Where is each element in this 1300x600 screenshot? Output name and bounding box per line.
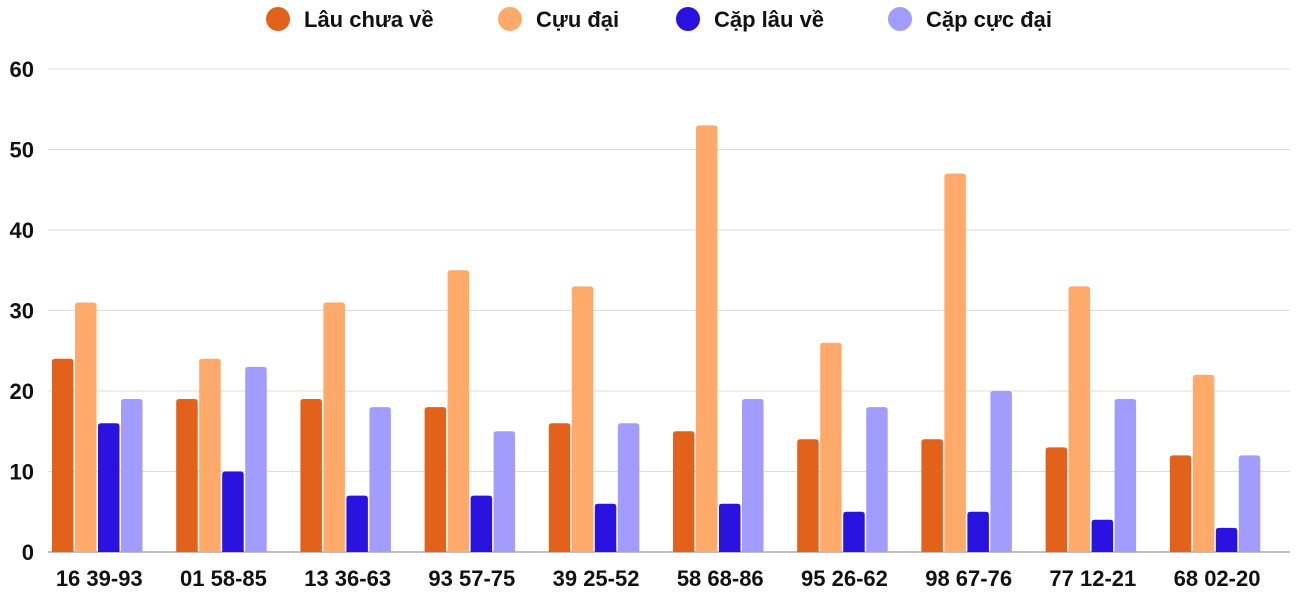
bar — [1192, 374, 1215, 552]
bar — [346, 495, 368, 552]
bars — [52, 125, 1261, 552]
bar — [719, 503, 741, 552]
legend: Lâu chưa về Cựu đại Cặp lâu về Cặp cực đại — [266, 7, 1052, 32]
legend-marker — [498, 7, 522, 31]
x-tick-label: 95 26-62 — [801, 566, 888, 591]
bar — [1238, 455, 1261, 552]
y-tick-label: 40 — [10, 218, 34, 243]
bar — [176, 399, 198, 552]
bar — [300, 399, 322, 552]
bar — [1215, 527, 1238, 552]
x-tick-label: 68 02-20 — [1174, 566, 1261, 591]
legend-item: Cựu đại — [498, 7, 619, 32]
y-tick-label: 50 — [10, 138, 34, 163]
bar — [199, 358, 221, 552]
x-tick-label: 13 36-63 — [304, 566, 391, 591]
legend-label: Cựu đại — [536, 7, 619, 32]
bar — [673, 431, 695, 552]
bar — [1169, 455, 1192, 552]
x-tick-label: 39 25-52 — [553, 566, 640, 591]
bar — [1068, 286, 1091, 552]
bar — [424, 407, 447, 552]
bar — [921, 439, 943, 552]
x-tick-label: 16 39-93 — [56, 566, 143, 591]
bar — [121, 399, 143, 552]
bar — [470, 495, 493, 552]
bar — [944, 173, 966, 552]
legend-marker — [266, 7, 290, 31]
bar — [447, 270, 470, 552]
bar — [742, 399, 764, 552]
y-tick-label: 60 — [10, 57, 34, 82]
legend-label: Cặp cực đại — [926, 7, 1052, 32]
legend-item: Cặp cực đại — [888, 7, 1052, 32]
bar — [52, 358, 74, 552]
bar — [1091, 519, 1114, 552]
bar — [75, 302, 97, 552]
bar — [594, 503, 617, 552]
y-tick-label: 20 — [10, 379, 34, 404]
bar — [866, 407, 888, 552]
bar — [571, 286, 594, 552]
bar — [98, 423, 120, 552]
bar — [990, 391, 1012, 552]
bar — [323, 302, 345, 552]
y-tick-label: 30 — [10, 299, 34, 324]
x-axis: 16 39-93 01 58-85 13 36-63 93 57-75 39 25-52… — [56, 566, 1261, 591]
bar — [1045, 447, 1068, 552]
x-tick-label: 58 68-86 — [677, 566, 764, 591]
legend-item: Lâu chưa về — [266, 7, 434, 32]
bar — [548, 423, 571, 552]
legend-item: Cặp lâu về — [676, 7, 824, 32]
legend-marker — [888, 7, 912, 31]
bar — [493, 431, 516, 552]
x-tick-label: 93 57-75 — [428, 566, 515, 591]
x-tick-label: 01 58-85 — [180, 566, 267, 591]
bar — [696, 125, 718, 552]
x-tick-label: 77 12-21 — [1049, 566, 1136, 591]
legend-label: Cặp lâu về — [714, 7, 824, 32]
legend-marker — [676, 7, 700, 31]
bar — [1114, 399, 1137, 552]
bar — [820, 342, 842, 552]
y-tick-label: 10 — [10, 460, 34, 485]
bar — [222, 471, 244, 552]
bar — [617, 423, 640, 552]
bar — [369, 407, 391, 552]
bar — [967, 511, 989, 552]
y-axis: 0 10 20 30 40 50 60 — [10, 57, 34, 565]
x-tick-label: 98 67-76 — [925, 566, 1012, 591]
bar — [797, 439, 819, 552]
bar — [843, 511, 865, 552]
legend-label: Lâu chưa về — [304, 7, 434, 32]
bar — [245, 366, 267, 552]
y-tick-label: 0 — [22, 540, 34, 565]
